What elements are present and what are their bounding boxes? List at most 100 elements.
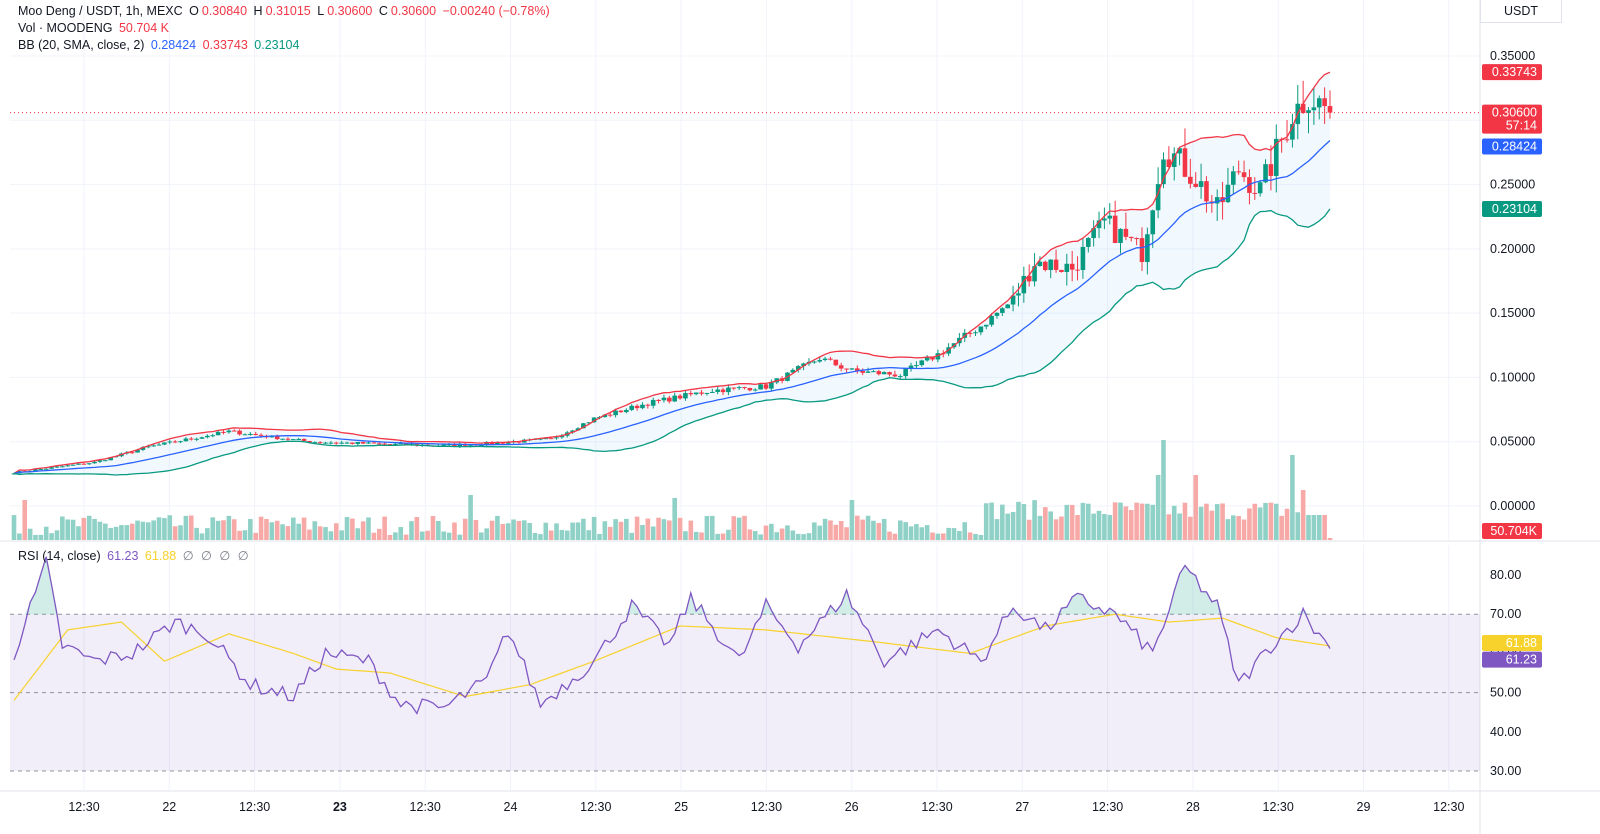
candle-body (307, 440, 312, 443)
time-axis-tick-label: 24 (504, 800, 518, 814)
volume-bar (833, 524, 839, 540)
candle-body (629, 405, 635, 410)
candle-body (1123, 228, 1129, 237)
rsi-axis-tick-label: 50.00 (1490, 686, 1521, 700)
legend-symbol[interactable]: Moo Deng / USDT, 1h, MEXC (18, 4, 183, 18)
legend-bb-label: BB (20, SMA, close, 2) (18, 38, 145, 52)
candle-body (468, 444, 473, 446)
volume-bar (538, 534, 543, 540)
legend-volume[interactable]: Vol · MOODENG 50.704 K (18, 20, 172, 37)
candle-body (1290, 124, 1295, 140)
volume-bar (1139, 503, 1145, 540)
candle-body (205, 435, 210, 438)
candle-body (1118, 228, 1123, 243)
candle-body (838, 365, 844, 369)
volume-bar (124, 525, 130, 540)
volume-bar (312, 521, 318, 540)
volume-bar (178, 525, 183, 540)
legend-c-value: 0.30600 (390, 4, 437, 18)
volume-bar (527, 523, 532, 540)
candle-body (484, 441, 489, 446)
candle-body (538, 438, 543, 440)
volume-bar (828, 520, 833, 540)
candle-body (43, 468, 49, 470)
legend-price: Moo Deng / USDT, 1h, MEXC O 0.30840 H 0.31… (18, 3, 553, 20)
rsi-overbought-fill (14, 556, 1330, 615)
volume-bar (1236, 516, 1241, 540)
volume-bar (1241, 519, 1247, 540)
volume-bar (301, 517, 307, 540)
volume-bar (1322, 515, 1327, 540)
volume-bar (693, 531, 699, 540)
candle-body (1322, 98, 1327, 107)
volume-bar (248, 519, 253, 540)
candle-body (876, 371, 882, 375)
volume-bar (1069, 504, 1075, 540)
candle-body (1306, 110, 1311, 114)
time-axis-tick-label: 12:30 (751, 800, 782, 814)
legend-rsi[interactable]: RSI (14, close) 61.23 61.88 ∅ ∅ ∅ ∅ (18, 548, 254, 565)
candle-body (1225, 184, 1231, 203)
volume-bar (940, 533, 946, 540)
volume-bar (559, 529, 565, 540)
candle-body (607, 414, 613, 416)
candle-body (989, 315, 994, 325)
candle-body (274, 435, 280, 440)
rsi-ma-tag-text: 61.88 (1506, 636, 1537, 650)
candle-body (790, 369, 796, 373)
legend-bb[interactable]: BB (20, SMA, close, 2) 0.28424 0.33743 0… (18, 37, 302, 54)
candle-body (301, 438, 307, 441)
time-axis-tick-label: 12:30 (1092, 800, 1123, 814)
candle-body (38, 469, 44, 471)
volume-bar (60, 516, 65, 540)
volume-bar (489, 520, 495, 540)
candle-body (194, 438, 199, 440)
candle-body (581, 423, 586, 429)
volume-bar (543, 522, 549, 540)
volume-bar (86, 515, 92, 540)
volume-bar (661, 519, 667, 540)
candle-body (559, 435, 565, 438)
volume-bar (1112, 502, 1118, 540)
candle-body (828, 358, 833, 360)
volume-bar (1247, 508, 1252, 540)
volume-bar (715, 533, 720, 540)
volume-bar (1118, 502, 1123, 540)
candle-body (919, 360, 925, 366)
time-axis-tick-label: 12:30 (1263, 800, 1294, 814)
candle-body (317, 442, 323, 444)
volume-bar (865, 515, 871, 540)
volume-bar (564, 530, 570, 540)
price-axis-tick-label: 0.25000 (1490, 178, 1535, 192)
candle-body (226, 430, 232, 433)
candle-body (1112, 215, 1118, 243)
volume-bar (350, 518, 355, 540)
bb-upper-tag-bg (1482, 64, 1542, 81)
currency-selector[interactable]: USDT (1480, 0, 1562, 23)
candle-body (983, 324, 989, 327)
candle-body (1053, 259, 1059, 270)
volume-bar (602, 521, 608, 540)
volume-bar (1327, 538, 1333, 540)
candle-body (672, 395, 677, 402)
candle-body (167, 441, 173, 443)
volume-bar (881, 518, 887, 540)
candle-body (145, 446, 151, 448)
volume-bar (1123, 506, 1129, 540)
price-axis-tick-label: 0.35000 (1490, 49, 1535, 63)
volume-bar (634, 516, 640, 540)
candle-body (382, 443, 387, 445)
legend-rsi-extra: ∅ ∅ ∅ ∅ (182, 549, 251, 563)
last-price-tag-text: 57:14 (1506, 119, 1537, 133)
candle-body (92, 461, 97, 464)
candle-body (887, 372, 892, 375)
candle-body (720, 389, 726, 393)
volume-bar (581, 518, 586, 540)
candle-body (822, 358, 828, 361)
candle-body (570, 430, 575, 433)
legend-bb-upper: 0.33743 (202, 38, 248, 52)
candle-body (1080, 246, 1086, 271)
candle-body (897, 376, 903, 378)
candle-body (833, 359, 839, 366)
